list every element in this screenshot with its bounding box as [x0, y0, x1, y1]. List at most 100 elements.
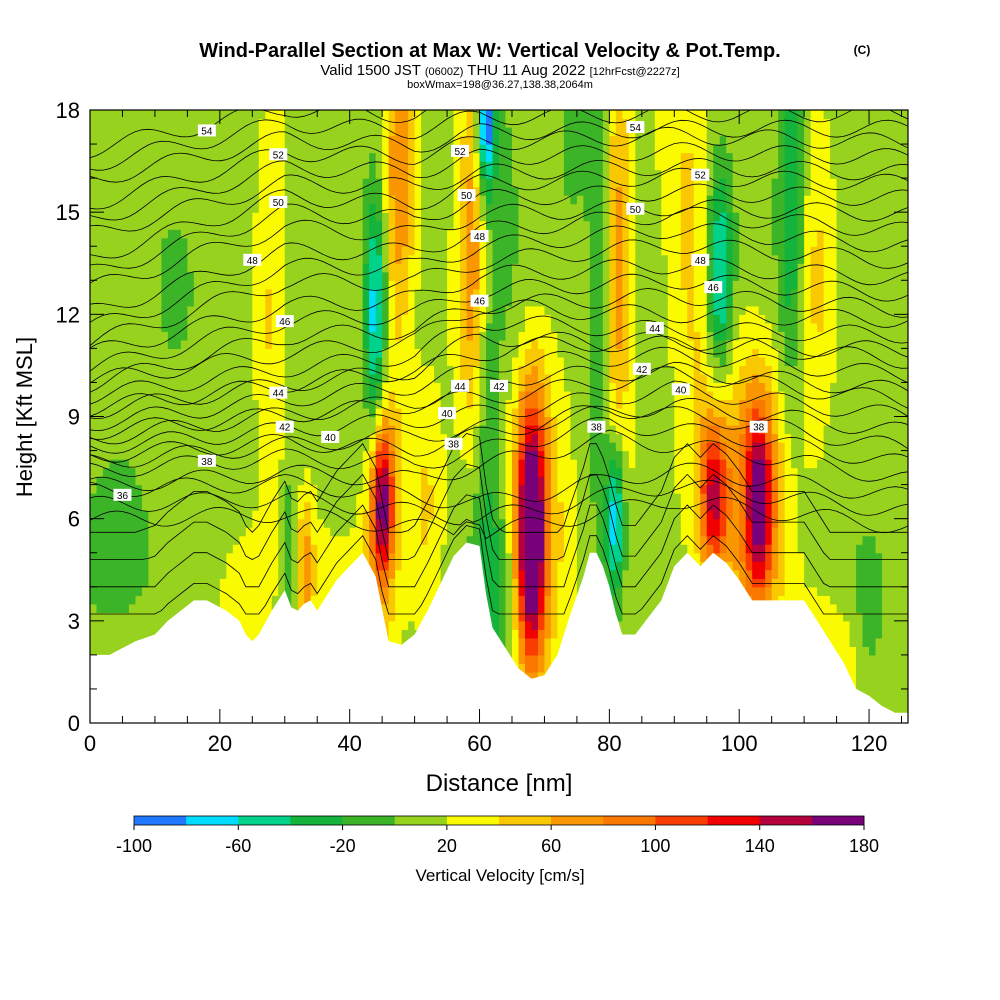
velocity-cell: [382, 620, 390, 630]
velocity-cell: [200, 382, 208, 392]
velocity-cell: [304, 118, 312, 128]
velocity-cell: [193, 561, 201, 571]
velocity-cell: [135, 254, 143, 264]
velocity-cell: [447, 246, 455, 256]
velocity-cell: [382, 246, 390, 256]
velocity-cell: [90, 578, 98, 588]
velocity-cell: [317, 399, 325, 409]
velocity-cell: [102, 544, 111, 554]
velocity-cell: [271, 271, 279, 281]
velocity-cell: [291, 365, 299, 375]
velocity-cell: [362, 373, 370, 384]
velocity-cell: [388, 305, 396, 315]
velocity-cell: [161, 305, 169, 315]
velocity-cell: [135, 603, 143, 613]
velocity-cell: [161, 203, 169, 213]
velocity-cell: [511, 348, 520, 358]
velocity-cell: [109, 527, 117, 537]
velocity-cell: [245, 110, 253, 120]
velocity-cell: [258, 110, 266, 120]
velocity-cell: [447, 501, 455, 511]
velocity-cell: [213, 510, 221, 520]
velocity-cell: [317, 373, 325, 384]
velocity-cell: [395, 390, 403, 401]
velocity-cell: [408, 169, 416, 179]
velocity-cell: [180, 254, 188, 264]
velocity-cell: [284, 544, 292, 554]
velocity-cell: [473, 535, 481, 545]
velocity-cell: [427, 442, 435, 452]
velocity-cell: [440, 510, 448, 520]
velocity-cell: [499, 237, 507, 247]
velocity-cell: [167, 135, 175, 145]
velocity-cell: [434, 212, 442, 222]
velocity-cell: [362, 544, 370, 554]
velocity-cell: [135, 144, 143, 154]
velocity-cell: [252, 629, 260, 639]
velocity-cell: [180, 110, 188, 120]
velocity-cell: [531, 297, 539, 307]
velocity-cell: [154, 152, 163, 162]
velocity-cell: [492, 552, 500, 562]
velocity-cell: [141, 229, 150, 239]
velocity-cell: [109, 161, 117, 171]
velocity-cell: [291, 263, 299, 273]
velocity-cell: [499, 135, 507, 145]
velocity-cell: [291, 390, 299, 401]
velocity-cell: [239, 348, 247, 358]
velocity-cell: [382, 212, 390, 222]
velocity-cell: [401, 544, 409, 554]
velocity-cell: [102, 373, 111, 384]
velocity-cell: [122, 603, 130, 613]
velocity-cell: [213, 476, 221, 486]
velocity-cell: [505, 110, 513, 120]
velocity-cell: [447, 280, 455, 290]
velocity-cell: [291, 586, 299, 596]
velocity-cell: [473, 476, 481, 486]
velocity-cell: [492, 297, 500, 307]
velocity-cell: [232, 178, 240, 188]
velocity-cell: [414, 271, 422, 281]
velocity-cell: [349, 186, 357, 196]
velocity-cell: [388, 254, 396, 264]
velocity-cell: [213, 527, 221, 537]
velocity-cell: [135, 450, 143, 460]
velocity-cell: [317, 203, 325, 213]
velocity-cell: [278, 246, 286, 256]
velocity-cell: [193, 178, 201, 188]
velocity-cell: [317, 229, 325, 239]
velocity-cell: [226, 305, 234, 315]
velocity-cell: [323, 501, 331, 511]
velocity-cell: [141, 416, 150, 426]
velocity-cell: [323, 544, 331, 554]
velocity-cell: [505, 373, 513, 384]
velocity-cell: [382, 178, 390, 188]
velocity-cell: [414, 442, 422, 452]
velocity-cell: [200, 535, 208, 545]
velocity-cell: [265, 518, 273, 528]
velocity-cell: [304, 348, 312, 358]
velocity-cell: [265, 356, 273, 367]
velocity-cell: [200, 390, 208, 401]
velocity-cell: [388, 229, 396, 239]
velocity-cell: [96, 297, 104, 307]
velocity-cell: [518, 663, 526, 673]
velocity-cell: [537, 578, 546, 588]
velocity-cell: [154, 561, 163, 571]
velocity-cell: [499, 510, 507, 520]
velocity-cell: [109, 603, 117, 613]
velocity-cell: [122, 229, 130, 239]
velocity-cell: [310, 288, 318, 298]
velocity-cell: [395, 280, 403, 290]
velocity-cell: [323, 237, 331, 247]
velocity-cell: [90, 416, 98, 426]
velocity-cell: [460, 203, 468, 213]
velocity-cell: [434, 237, 442, 247]
velocity-cell: [427, 510, 435, 520]
velocity-cell: [297, 348, 305, 358]
velocity-cell: [440, 178, 448, 188]
velocity-cell: [167, 331, 175, 341]
velocity-cell: [304, 373, 312, 384]
velocity-cell: [180, 203, 188, 213]
velocity-cell: [369, 493, 377, 503]
